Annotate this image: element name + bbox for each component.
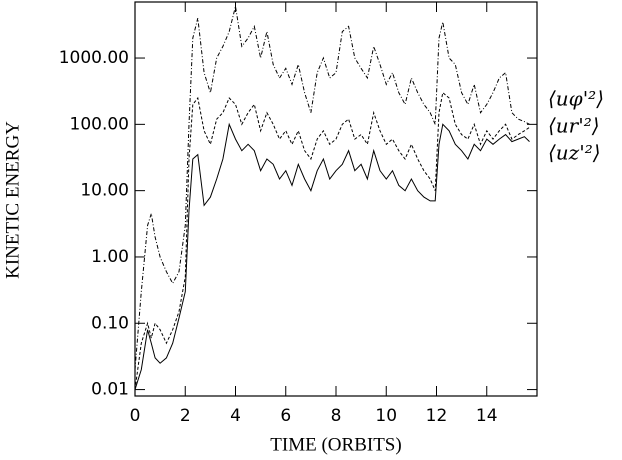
legend-label: ⟨ur'²⟩ xyxy=(548,114,600,138)
x-tick-label: 6 xyxy=(280,406,291,426)
legend-label: ⟨uz'²⟩ xyxy=(548,141,601,165)
x-tick-label: 14 xyxy=(476,406,498,426)
y-tick-label: 0.10 xyxy=(91,313,129,333)
plot-frame xyxy=(134,1,538,397)
x-tick-label: 4 xyxy=(230,406,241,426)
x-tick-label: 0 xyxy=(130,406,141,426)
y-tick-label: 10.00 xyxy=(80,181,129,201)
y-tick-label: 0.01 xyxy=(91,380,129,400)
y-tick-label: 100.00 xyxy=(70,114,129,134)
x-tick-label: 8 xyxy=(331,406,342,426)
x-tick-label: 10 xyxy=(375,406,397,426)
x-tick-label: 2 xyxy=(180,406,191,426)
series-line xyxy=(134,122,530,390)
x-axis-label: TIME (ORBITS) xyxy=(270,434,401,455)
y-tick-label: 1.00 xyxy=(91,247,129,267)
x-tick-label: 12 xyxy=(426,406,448,426)
legend-label: ⟨uφ'²⟩ xyxy=(548,87,604,111)
series-line xyxy=(134,6,530,370)
y-tick-label: 1000.00 xyxy=(59,48,129,68)
y-axis-label: KINETIC ENERGY xyxy=(2,121,23,279)
series-line xyxy=(134,91,530,390)
